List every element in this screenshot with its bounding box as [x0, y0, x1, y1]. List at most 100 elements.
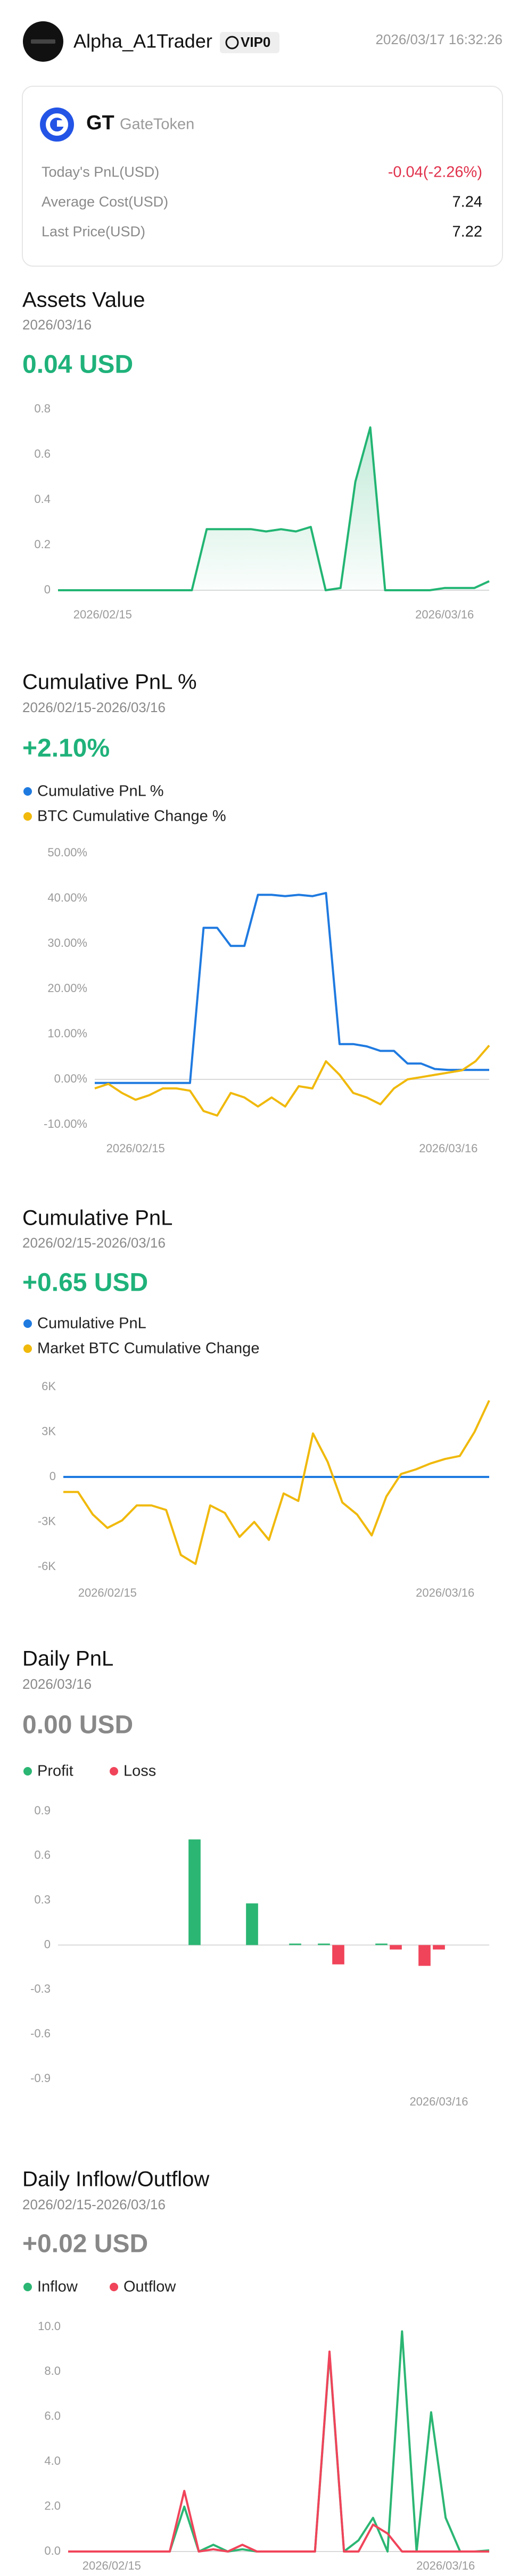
line [58, 426, 490, 591]
y-tick-label: 10.00% [47, 1027, 87, 1040]
y-tick-label: 0.00% [54, 1072, 87, 1085]
chart-title: Cumulative PnL % [22, 671, 197, 694]
x-tick-label: 2026/03/16 [409, 2095, 468, 2108]
y-tick-label: 0 [44, 1937, 51, 1951]
bar [375, 1943, 388, 1945]
chart-subtitle: 2026/03/16 [22, 317, 92, 333]
x-tick-label: 2026/03/16 [416, 2559, 475, 2572]
line [94, 1044, 490, 1117]
bar [433, 1945, 445, 1950]
legend-dot [110, 1767, 118, 1776]
chart-title: Daily Inflow/Outflow [22, 2168, 209, 2191]
token-symbol: GT [86, 112, 114, 134]
y-tick-label: 0.2 [34, 538, 51, 551]
bar [332, 1945, 344, 1964]
y-tick-label: 30.00% [47, 936, 87, 950]
row-label: Today's PnL(USD) [42, 164, 159, 180]
chart-subtitle: 2026/02/15-2026/03/16 [22, 699, 166, 715]
y-tick-label: 0.9 [34, 1804, 51, 1817]
legend-label: Market BTC Cumulative Change [37, 1340, 259, 1357]
line [68, 2350, 489, 2553]
token-logo-ring [46, 113, 68, 136]
x-tick-label: 2026/03/16 [415, 608, 474, 621]
legend-dot [23, 2283, 32, 2291]
y-tick-label: 10.0 [38, 2319, 61, 2333]
y-tick-label: 0.8 [34, 402, 51, 415]
bar [188, 1839, 201, 1945]
avatar-logo [31, 39, 55, 44]
y-tick-label: 4.0 [44, 2454, 61, 2467]
chart-subtitle: 2026/03/16 [22, 1676, 92, 1692]
legend-dot [23, 1319, 32, 1328]
legend-dot [23, 1344, 32, 1353]
y-tick-label: -10.00% [44, 1117, 87, 1130]
bar [289, 1943, 301, 1945]
bar [418, 1945, 431, 1966]
y-tick-label: 0.0 [44, 2544, 61, 2557]
y-tick-label: 0.3 [34, 1893, 51, 1906]
line [68, 2330, 490, 2553]
x-tick-label: 2026/02/15 [78, 1586, 137, 1599]
y-tick-label: 50.00% [47, 846, 87, 859]
line [63, 1400, 490, 1565]
y-tick-label: -0.9 [30, 2071, 51, 2085]
y-tick-label: 0.6 [34, 1848, 51, 1862]
row-value: -0.04(-2.26%) [388, 164, 482, 181]
legend-dot [23, 1767, 32, 1776]
line [95, 891, 489, 1084]
legend-dot [23, 787, 32, 796]
y-tick-label: 0 [50, 1469, 56, 1483]
legend-label: Profit [37, 1763, 73, 1780]
legend-dot [23, 812, 32, 821]
y-tick-label: -0.3 [30, 1982, 51, 1995]
y-tick-label: 0.4 [34, 492, 51, 506]
y-tick-label: -3K [38, 1514, 56, 1528]
y-tick-label: 6K [42, 1380, 56, 1393]
row-value: 7.24 [452, 194, 482, 211]
chart-summary: +0.65 USD [22, 1269, 148, 1297]
legend-dot [110, 2283, 118, 2291]
y-tick-label: 40.00% [47, 891, 87, 904]
x-tick-label: 2026/03/16 [419, 1142, 477, 1155]
legend-label: Cumulative PnL % [37, 783, 163, 800]
chart-title: Cumulative PnL [22, 1207, 172, 1230]
row-label: Last Price(USD) [42, 224, 145, 240]
bar [318, 1943, 330, 1945]
x-tick-label: 2026/02/15 [73, 608, 132, 621]
token-name: GateToken [120, 116, 194, 133]
timestamp: 2026/03/17 16:32:26 [375, 31, 502, 47]
vip-icon [225, 36, 239, 49]
vip-text: VIP0 [241, 34, 270, 50]
y-tick-label: 8.0 [44, 2364, 61, 2377]
x-tick-label: 2026/03/16 [416, 1586, 474, 1599]
y-tick-label: 2.0 [44, 2499, 61, 2512]
chart-summary: 0.04 USD [22, 351, 133, 379]
y-tick-label: 6.0 [44, 2409, 61, 2423]
row-value: 7.22 [452, 224, 482, 241]
y-tick-label: -0.6 [30, 2027, 51, 2040]
chart-summary: +2.10% [22, 734, 110, 763]
legend-label: Cumulative PnL [37, 1315, 146, 1332]
user-name: Alpha_A1Trader [73, 30, 212, 52]
y-tick-label: 3K [42, 1424, 56, 1438]
chart-summary: +0.02 USD [22, 2230, 148, 2258]
legend-label: Inflow [37, 2278, 78, 2296]
x-tick-label: 2026/02/15 [83, 2559, 141, 2572]
bar [390, 1945, 402, 1950]
chart-title: Daily PnL [22, 1647, 113, 1671]
token-card [22, 86, 503, 267]
bar [246, 1903, 258, 1945]
x-tick-label: 2026/02/15 [106, 1142, 165, 1155]
legend-label: Outflow [123, 2278, 176, 2296]
chart-title: Assets Value [22, 288, 145, 312]
chart-summary: 0.00 USD [22, 1711, 133, 1739]
legend-label: Loss [123, 1763, 156, 1780]
chart-subtitle: 2026/02/15-2026/03/16 [22, 1235, 166, 1251]
y-tick-label: 0.6 [34, 447, 51, 460]
y-tick-label: 0 [44, 583, 51, 596]
token-logo-notch [57, 120, 64, 127]
y-tick-label: 20.00% [47, 981, 87, 995]
area [58, 427, 489, 590]
y-tick-label: -6K [38, 1559, 56, 1573]
